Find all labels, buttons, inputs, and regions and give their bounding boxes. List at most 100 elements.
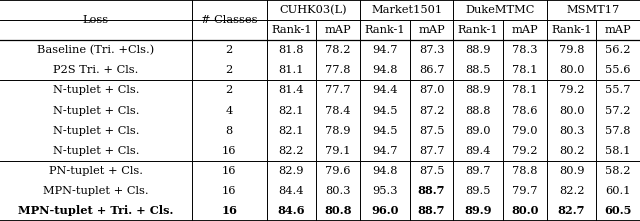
Text: 57.8: 57.8 (605, 126, 631, 136)
Text: 94.8: 94.8 (372, 166, 397, 176)
Text: 94.4: 94.4 (372, 85, 397, 95)
Text: 16: 16 (222, 146, 237, 156)
Text: 78.4: 78.4 (325, 105, 351, 116)
Text: PN-tuplet + Cls.: PN-tuplet + Cls. (49, 166, 143, 176)
Text: 87.0: 87.0 (419, 85, 444, 95)
Text: 87.2: 87.2 (419, 105, 444, 116)
Text: N-tuplet + Cls.: N-tuplet + Cls. (52, 85, 139, 95)
Text: 82.7: 82.7 (558, 206, 586, 216)
Text: 84.6: 84.6 (278, 206, 305, 216)
Text: 89.0: 89.0 (465, 126, 491, 136)
Text: 80.0: 80.0 (559, 105, 584, 116)
Text: mAP: mAP (605, 25, 632, 35)
Text: 55.6: 55.6 (605, 65, 631, 75)
Text: 4: 4 (226, 105, 233, 116)
Text: DukeMTMC: DukeMTMC (465, 5, 534, 15)
Text: 78.6: 78.6 (512, 105, 538, 116)
Text: 16: 16 (222, 186, 237, 196)
Text: 78.2: 78.2 (325, 45, 351, 55)
Text: 79.2: 79.2 (512, 146, 538, 156)
Text: 94.7: 94.7 (372, 45, 397, 55)
Text: 80.0: 80.0 (511, 206, 539, 216)
Text: 80.0: 80.0 (559, 65, 584, 75)
Text: 82.9: 82.9 (279, 166, 304, 176)
Text: 88.7: 88.7 (418, 206, 445, 216)
Text: MPN-tuplet + Cls.: MPN-tuplet + Cls. (43, 186, 148, 196)
Text: N-tuplet + Cls.: N-tuplet + Cls. (52, 126, 139, 136)
Text: 77.8: 77.8 (325, 65, 351, 75)
Text: 87.5: 87.5 (419, 166, 444, 176)
Text: N-tuplet + Cls.: N-tuplet + Cls. (52, 146, 139, 156)
Text: 88.5: 88.5 (465, 65, 491, 75)
Text: Rank-1: Rank-1 (365, 25, 405, 35)
Text: MPN-tuplet + Tri. + Cls.: MPN-tuplet + Tri. + Cls. (19, 206, 173, 216)
Text: mAP: mAP (325, 25, 351, 35)
Text: 94.5: 94.5 (372, 105, 397, 116)
Text: 81.1: 81.1 (279, 65, 304, 75)
Text: 79.2: 79.2 (559, 85, 584, 95)
Text: 2: 2 (226, 45, 233, 55)
Text: 80.3: 80.3 (325, 186, 351, 196)
Text: P2S Tri. + Cls.: P2S Tri. + Cls. (53, 65, 139, 75)
Text: 94.8: 94.8 (372, 65, 397, 75)
Text: 82.2: 82.2 (279, 146, 304, 156)
Text: 81.8: 81.8 (279, 45, 304, 55)
Text: 89.9: 89.9 (465, 206, 492, 216)
Text: 86.7: 86.7 (419, 65, 444, 75)
Text: 78.8: 78.8 (512, 166, 538, 176)
Text: 81.4: 81.4 (279, 85, 304, 95)
Text: Baseline (Tri. +Cls.): Baseline (Tri. +Cls.) (37, 45, 155, 55)
Text: Rank-1: Rank-1 (271, 25, 312, 35)
Text: 88.7: 88.7 (418, 185, 445, 196)
Text: Rank-1: Rank-1 (458, 25, 499, 35)
Text: 82.2: 82.2 (559, 186, 584, 196)
Text: MSMT17: MSMT17 (566, 5, 620, 15)
Text: 78.1: 78.1 (512, 85, 538, 95)
Text: 55.7: 55.7 (605, 85, 631, 95)
Text: 94.7: 94.7 (372, 146, 397, 156)
Text: 57.2: 57.2 (605, 105, 631, 116)
Text: 79.6: 79.6 (325, 166, 351, 176)
Text: 89.4: 89.4 (465, 146, 491, 156)
Text: 60.1: 60.1 (605, 186, 631, 196)
Text: 88.8: 88.8 (465, 105, 491, 116)
Text: 79.8: 79.8 (559, 45, 584, 55)
Text: 80.8: 80.8 (324, 206, 352, 216)
Text: 94.5: 94.5 (372, 126, 397, 136)
Text: 80.2: 80.2 (559, 146, 584, 156)
Text: # Classes: # Classes (201, 15, 257, 25)
Text: 80.9: 80.9 (559, 166, 584, 176)
Text: 88.9: 88.9 (465, 85, 491, 95)
Text: Rank-1: Rank-1 (551, 25, 592, 35)
Text: 87.5: 87.5 (419, 126, 444, 136)
Text: 2: 2 (226, 85, 233, 95)
Text: 89.5: 89.5 (465, 186, 491, 196)
Text: 88.9: 88.9 (465, 45, 491, 55)
Text: 82.1: 82.1 (279, 126, 304, 136)
Text: 84.4: 84.4 (279, 186, 304, 196)
Text: mAP: mAP (418, 25, 445, 35)
Text: 80.3: 80.3 (559, 126, 584, 136)
Text: 87.7: 87.7 (419, 146, 444, 156)
Text: 78.3: 78.3 (512, 45, 538, 55)
Text: 87.3: 87.3 (419, 45, 444, 55)
Text: Loss: Loss (83, 15, 109, 25)
Text: 58.2: 58.2 (605, 166, 631, 176)
Text: 60.5: 60.5 (605, 206, 632, 216)
Text: 89.7: 89.7 (465, 166, 491, 176)
Text: mAP: mAP (511, 25, 538, 35)
Text: N-tuplet + Cls.: N-tuplet + Cls. (52, 105, 139, 116)
Text: 56.2: 56.2 (605, 45, 631, 55)
Text: 16: 16 (221, 206, 237, 216)
Text: Market1501: Market1501 (371, 5, 442, 15)
Text: CUHK03(L): CUHK03(L) (280, 5, 347, 15)
Text: 8: 8 (226, 126, 233, 136)
Text: 58.1: 58.1 (605, 146, 631, 156)
Text: 79.0: 79.0 (512, 126, 538, 136)
Text: 95.3: 95.3 (372, 186, 397, 196)
Text: 2: 2 (226, 65, 233, 75)
Text: 82.1: 82.1 (279, 105, 304, 116)
Text: 77.7: 77.7 (325, 85, 351, 95)
Text: 78.1: 78.1 (512, 65, 538, 75)
Text: 79.7: 79.7 (512, 186, 538, 196)
